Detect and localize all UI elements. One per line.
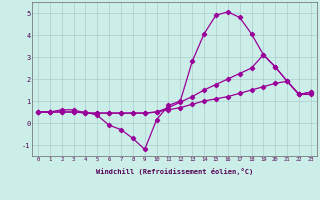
X-axis label: Windchill (Refroidissement éolien,°C): Windchill (Refroidissement éolien,°C) <box>96 168 253 175</box>
